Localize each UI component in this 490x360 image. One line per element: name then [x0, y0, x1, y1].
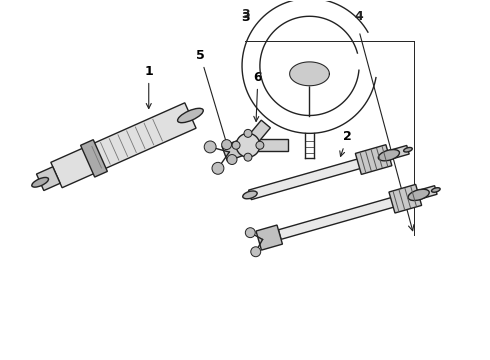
Polygon shape: [417, 186, 437, 199]
Ellipse shape: [404, 148, 412, 152]
Text: 4: 4: [355, 10, 364, 23]
Circle shape: [212, 162, 224, 174]
Polygon shape: [248, 139, 288, 151]
Circle shape: [244, 129, 252, 137]
Circle shape: [232, 141, 240, 149]
Ellipse shape: [378, 149, 399, 161]
Ellipse shape: [177, 108, 203, 123]
Circle shape: [227, 154, 237, 165]
Polygon shape: [290, 62, 329, 86]
Text: 6: 6: [254, 71, 262, 121]
Circle shape: [221, 140, 232, 149]
Circle shape: [204, 141, 216, 153]
Text: 3: 3: [241, 8, 249, 21]
Polygon shape: [36, 167, 60, 190]
Text: 3: 3: [241, 11, 249, 38]
Polygon shape: [80, 140, 107, 177]
Text: 2: 2: [340, 130, 352, 156]
Ellipse shape: [243, 191, 257, 199]
Text: 5: 5: [196, 49, 233, 161]
Ellipse shape: [408, 189, 429, 201]
Polygon shape: [51, 103, 196, 188]
Polygon shape: [278, 190, 420, 239]
Circle shape: [236, 133, 260, 157]
Ellipse shape: [32, 177, 49, 187]
Polygon shape: [248, 150, 390, 200]
Text: 1: 1: [145, 65, 153, 108]
Circle shape: [256, 141, 264, 149]
Polygon shape: [256, 225, 282, 250]
Polygon shape: [244, 120, 270, 149]
Circle shape: [244, 153, 252, 161]
Circle shape: [251, 247, 261, 257]
Polygon shape: [355, 145, 392, 174]
Circle shape: [245, 228, 255, 238]
Polygon shape: [389, 184, 422, 213]
Ellipse shape: [432, 188, 440, 192]
Polygon shape: [388, 145, 409, 159]
Polygon shape: [222, 138, 251, 161]
